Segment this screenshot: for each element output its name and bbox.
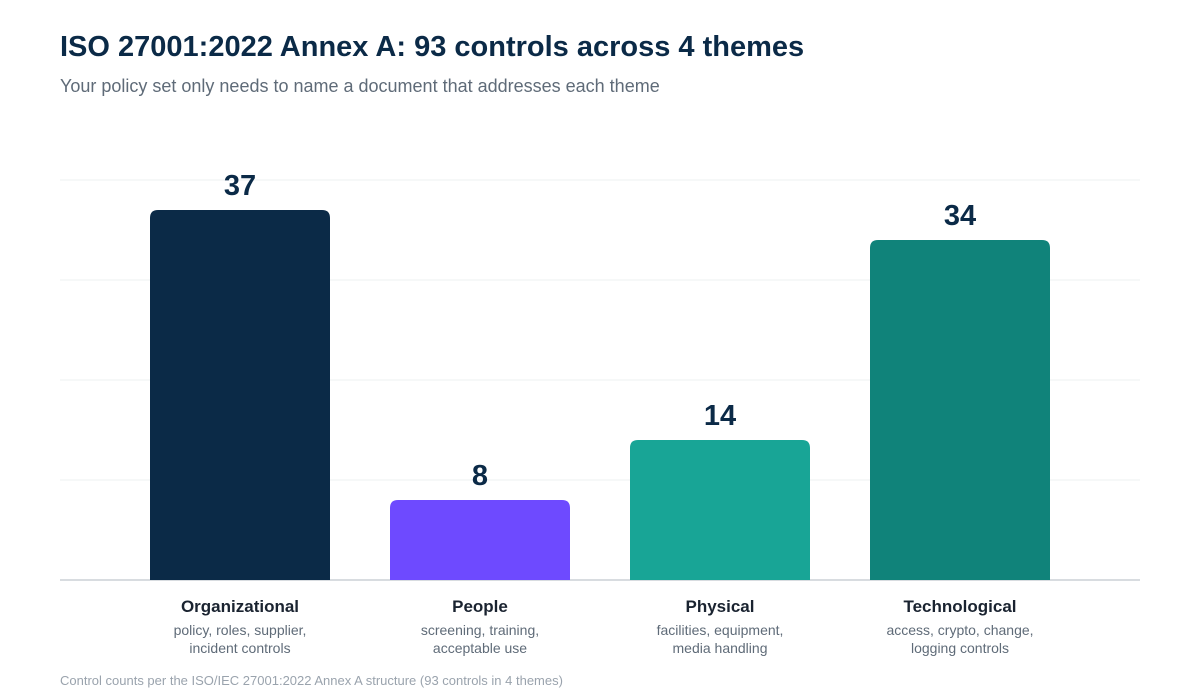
category-description-physical: media handling (673, 640, 768, 656)
category-description-technological: logging controls (911, 640, 1009, 656)
bar-physical (630, 440, 810, 580)
data-label-organizational: 37 (224, 170, 256, 202)
category-description-organizational: incident controls (189, 640, 290, 656)
category-label-organizational: Organizational (181, 597, 299, 616)
bar-technological (870, 240, 1050, 580)
data-label-people: 8 (472, 460, 488, 492)
category-label-technological: Technological (903, 597, 1016, 616)
data-label-technological: 34 (944, 200, 976, 232)
category-description-physical: facilities, equipment, (657, 622, 784, 638)
category-description-people: acceptable use (433, 640, 527, 656)
data-label-physical: 14 (704, 400, 736, 432)
category-label-physical: Physical (686, 597, 755, 616)
bar-people (390, 500, 570, 580)
category-label-people: People (452, 597, 508, 616)
category-description-technological: access, crypto, change, (886, 622, 1033, 638)
bar-organizational (150, 210, 330, 580)
chart-footnote: Control counts per the ISO/IEC 27001:202… (60, 673, 563, 688)
chart-subtitle: Your policy set only needs to name a doc… (60, 76, 660, 96)
chart-title: ISO 27001:2022 Annex A: 93 controls acro… (60, 31, 805, 63)
category-description-people: screening, training, (421, 622, 539, 638)
category-description-organizational: policy, roles, supplier, (174, 622, 307, 638)
